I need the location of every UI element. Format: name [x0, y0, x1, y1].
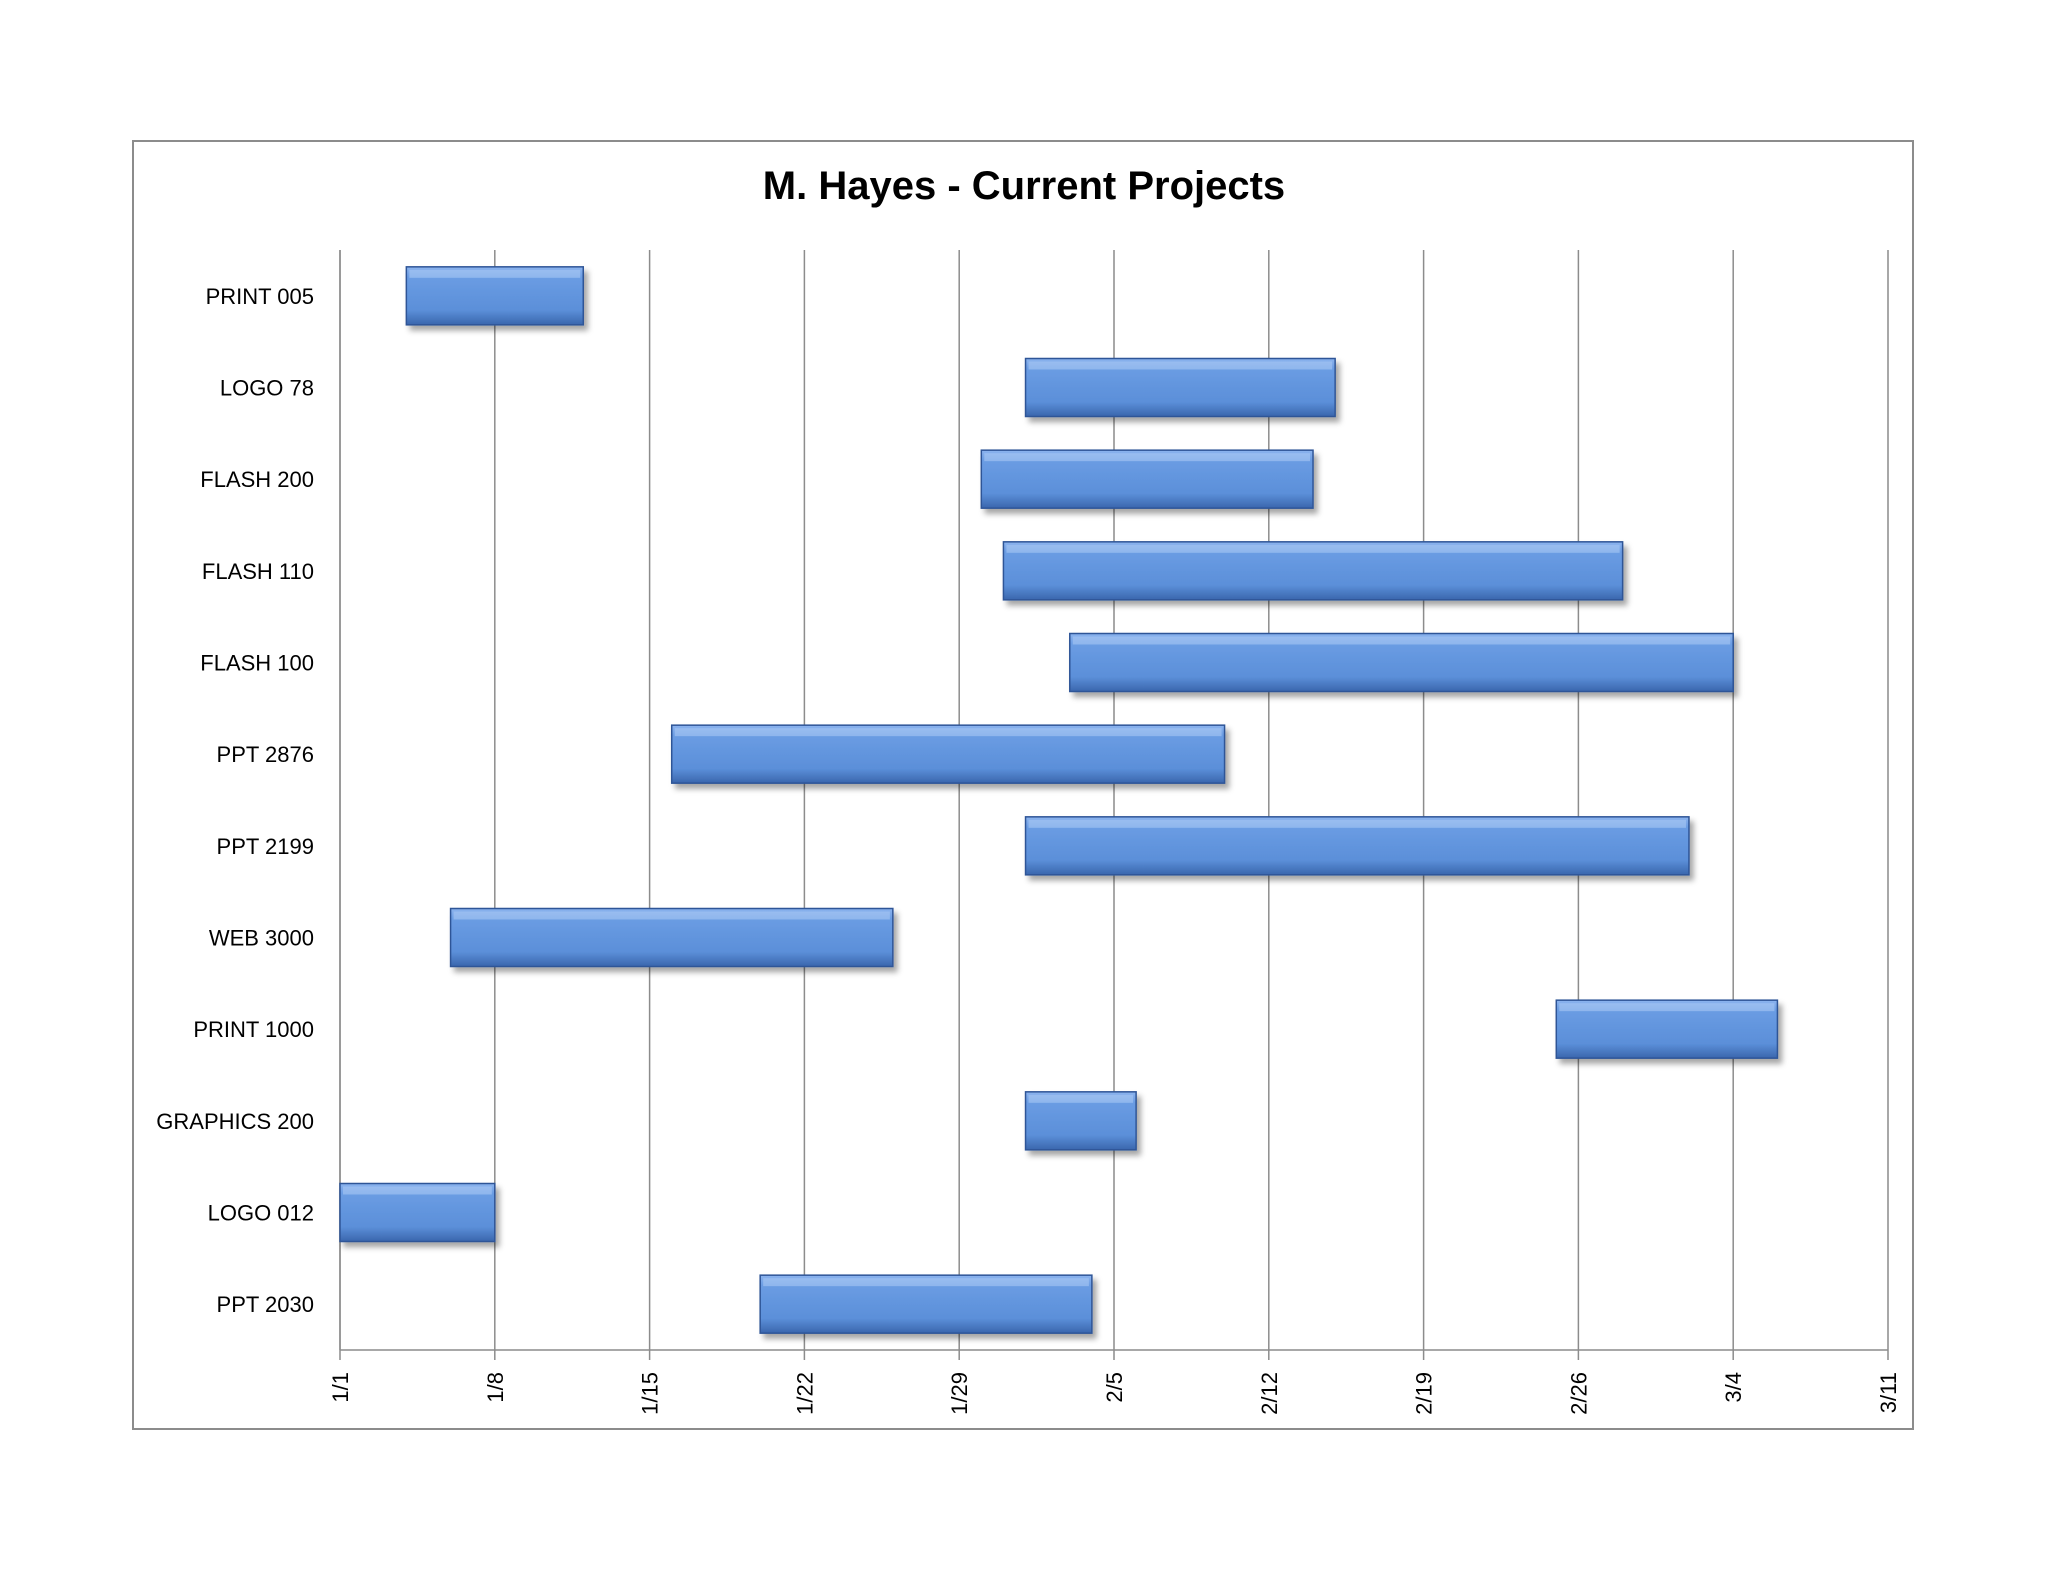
- gantt-bar-highlight: [1028, 819, 1686, 828]
- gantt-bar: [1002, 541, 1624, 601]
- gantt-bar: [1069, 632, 1734, 693]
- gantt-bar-highlight: [409, 269, 581, 278]
- gantt-bar: [1024, 357, 1336, 418]
- gantt-bar: [339, 1182, 496, 1243]
- x-tick-label: 1/22: [792, 1372, 817, 1415]
- gantt-bar-highlight: [1559, 1003, 1775, 1012]
- y-category-label: FLASH 200: [200, 467, 314, 492]
- x-tick-label: 2/26: [1566, 1372, 1591, 1415]
- gantt-bar-highlight: [1028, 1094, 1134, 1103]
- gantt-bar-highlight: [343, 1186, 492, 1195]
- x-tick-label: 1/8: [483, 1372, 508, 1403]
- y-category-label: GRAPHICS 200: [156, 1109, 314, 1134]
- x-tick-label: 1/1: [328, 1372, 353, 1403]
- x-tick-label: 3/4: [1721, 1372, 1746, 1403]
- gantt-bar: [980, 449, 1314, 509]
- gantt-bar-highlight: [674, 728, 1222, 737]
- gantt-bar: [405, 266, 585, 326]
- gantt-bar-highlight: [1006, 544, 1620, 553]
- y-category-label: PPT 2030: [217, 1292, 314, 1317]
- y-category-label: PPT 2199: [217, 834, 314, 859]
- y-category-label: LOGO 78: [220, 376, 314, 401]
- gantt-bar: [1024, 1091, 1137, 1151]
- gantt-bar-highlight: [984, 453, 1311, 462]
- gantt-bar-highlight: [1028, 361, 1333, 370]
- x-tick-label: 2/19: [1412, 1372, 1437, 1415]
- y-category-label: WEB 3000: [209, 926, 314, 951]
- gantt-bar-highlight: [763, 1278, 1089, 1287]
- y-category-label: LOGO 012: [208, 1201, 314, 1226]
- y-category-label: PRINT 1000: [193, 1017, 314, 1042]
- y-category-label: PPT 2876: [217, 742, 314, 767]
- y-category-label: FLASH 100: [200, 651, 314, 676]
- y-category-label: PRINT 005: [206, 284, 314, 309]
- gantt-bar-highlight: [1072, 636, 1731, 645]
- gantt-bar-highlight: [453, 911, 890, 920]
- x-tick-label: 2/12: [1257, 1372, 1282, 1415]
- gantt-bar: [670, 724, 1226, 784]
- x-tick-label: 3/11: [1876, 1372, 1901, 1413]
- gantt-bar: [1555, 999, 1779, 1059]
- chart-title: M. Hayes - Current Projects: [762, 164, 1286, 208]
- x-tick-label: 1/29: [947, 1372, 972, 1415]
- gantt-bar: [1024, 816, 1690, 876]
- gantt-bar: [449, 907, 894, 968]
- x-tick-label: 1/15: [638, 1372, 663, 1415]
- gantt-bar: [759, 1274, 1093, 1334]
- y-category-label: FLASH 110: [202, 559, 314, 584]
- x-tick-label: 2/5: [1102, 1372, 1127, 1403]
